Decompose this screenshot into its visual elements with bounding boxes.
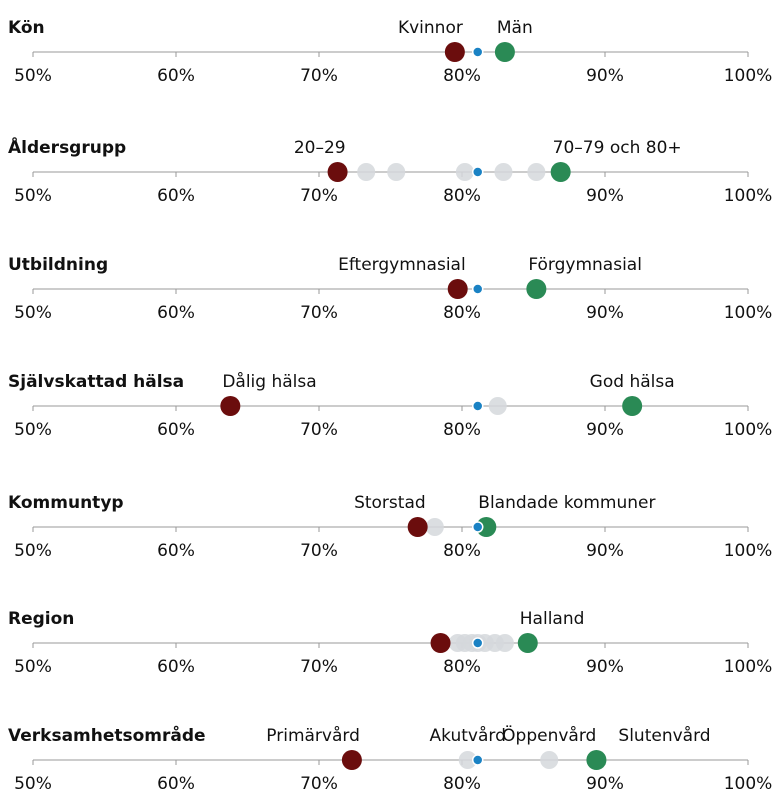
panel-title: Utbildning [8, 255, 108, 275]
group-dot [458, 751, 477, 769]
group-dot [540, 751, 559, 769]
x-tick-label: 80% [443, 303, 481, 323]
x-tick-label: 70% [300, 657, 338, 677]
point-label: Förgymnasial [528, 255, 642, 275]
point-label: Dålig hälsa [222, 371, 316, 392]
average-dot [471, 166, 484, 178]
group-dot [495, 634, 514, 652]
x-tick-label: 60% [157, 186, 195, 206]
x-tick-label: 60% [157, 541, 195, 561]
x-tick-label: 90% [586, 66, 624, 86]
highlight-dot [220, 396, 241, 416]
point-label: Eftergymnasial [338, 255, 466, 275]
point-label: Blandade kommuner [478, 493, 655, 513]
x-tick-label: 60% [157, 66, 195, 86]
x-tick-label: 90% [586, 420, 624, 440]
group-dot [488, 397, 507, 415]
x-tick-label: 100% [724, 657, 773, 677]
x-tick-label: 80% [443, 420, 481, 440]
point-label: Slutenvård [618, 725, 710, 746]
x-tick-label: 80% [443, 186, 481, 206]
panel-title: Region [8, 609, 74, 629]
point-label: Öppenvård [502, 724, 596, 746]
x-tick-label: 90% [586, 774, 624, 793]
panel-title: Verksamhetsområde [8, 724, 206, 746]
highlight-dot [327, 162, 348, 182]
point-label: 20–29 [294, 138, 346, 158]
x-tick-label: 90% [586, 541, 624, 561]
x-tick-label: 100% [724, 186, 773, 206]
x-tick-label: 100% [724, 66, 773, 86]
x-tick-label: 90% [586, 657, 624, 677]
highlight-dot [622, 396, 643, 416]
highlight-dot [444, 42, 465, 62]
point-label: Akutvård [430, 725, 506, 746]
average-dot [471, 46, 484, 58]
x-tick-label: 70% [300, 66, 338, 86]
x-tick-label: 80% [443, 657, 481, 677]
x-tick-label: 100% [724, 774, 773, 793]
x-tick-label: 50% [14, 774, 52, 793]
x-tick-label: 50% [14, 657, 52, 677]
x-tick-label: 50% [14, 186, 52, 206]
panel-title: Kön [8, 18, 45, 38]
highlight-dot [586, 750, 607, 770]
x-tick-label: 60% [157, 303, 195, 323]
average-dot [471, 283, 484, 295]
group-dot [455, 163, 474, 181]
x-tick-label: 90% [586, 186, 624, 206]
panel-title: Självskattad hälsa [8, 372, 184, 392]
highlight-dot [550, 162, 571, 182]
point-label: God hälsa [590, 372, 675, 392]
x-tick-label: 70% [300, 420, 338, 440]
x-tick-label: 60% [157, 657, 195, 677]
highlight-dot [476, 517, 497, 537]
x-tick-label: 70% [300, 303, 338, 323]
average-dot [471, 754, 484, 766]
x-tick-label: 50% [14, 303, 52, 323]
group-dot [357, 163, 376, 181]
highlight-dot [517, 633, 538, 653]
average-dot [471, 400, 484, 412]
group-dot [527, 163, 546, 181]
group-dot [494, 163, 513, 181]
x-tick-label: 80% [443, 66, 481, 86]
panel-title: Kommuntyp [8, 493, 124, 513]
highlight-dot [407, 517, 428, 537]
x-tick-label: 80% [443, 774, 481, 793]
x-tick-label: 70% [300, 186, 338, 206]
x-tick-label: 50% [14, 66, 52, 86]
x-tick-label: 50% [14, 420, 52, 440]
x-tick-label: 100% [724, 420, 773, 440]
point-label: 70–79 och 80+ [553, 138, 682, 158]
highlight-dot [447, 279, 468, 299]
highlight-dot [341, 750, 362, 770]
point-label: Storstad [354, 493, 426, 513]
x-tick-label: 100% [724, 303, 773, 323]
group-dot [425, 518, 444, 536]
panel-title: Åldersgrupp [8, 135, 126, 158]
point-label: Kvinnor [398, 18, 463, 38]
group-dot [387, 163, 406, 181]
point-label: Halland [520, 609, 585, 629]
average-dot [471, 637, 484, 649]
x-tick-label: 80% [443, 541, 481, 561]
x-tick-label: 70% [300, 541, 338, 561]
x-tick-label: 100% [724, 541, 773, 561]
average-dot [471, 521, 484, 533]
point-label: Män [497, 18, 533, 38]
highlight-dot [430, 633, 451, 653]
highlight-dot [526, 279, 547, 299]
x-tick-label: 60% [157, 774, 195, 793]
x-tick-label: 90% [586, 303, 624, 323]
highlight-dot [494, 42, 515, 62]
x-tick-label: 60% [157, 420, 195, 440]
x-tick-label: 50% [14, 541, 52, 561]
point-label: Primärvård [266, 725, 360, 746]
x-tick-label: 70% [300, 774, 338, 793]
